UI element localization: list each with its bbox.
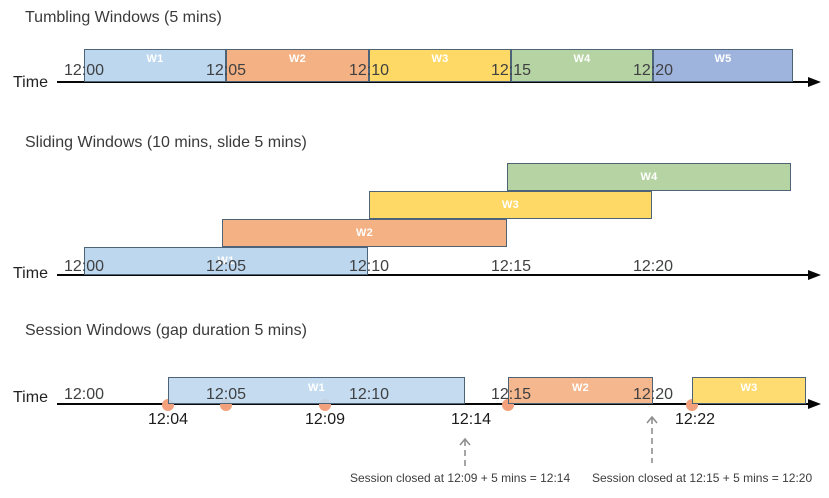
tumbling-tick-12-00: 12:00 — [63, 62, 105, 79]
sliding-window-w1: W1 — [84, 247, 368, 275]
tumbling-window-w1-label: W1 — [146, 53, 164, 65]
session-tick-12-10: 12:10 — [348, 386, 390, 403]
session-closed-annotation-1: Session closed at 12:09 + 5 mins = 12:14 — [350, 471, 571, 485]
sliding-tick-12-10: 12:10 — [348, 258, 390, 275]
tumbling-title: Tumbling Windows (5 mins) — [25, 9, 222, 26]
event-time-label-12-09: 12:09 — [304, 411, 346, 428]
sliding-time-axis-label: Time — [13, 265, 48, 282]
tumbling-window-w5: W5 — [653, 49, 793, 82]
session-tick-12-05: 12:05 — [205, 386, 247, 403]
tumbling-timeline — [57, 81, 810, 83]
session-window-w2-label: W2 — [572, 382, 589, 394]
session-tick-12-20: 12:20 — [632, 386, 674, 403]
sliding-tick-12-00: 12:00 — [63, 258, 105, 275]
tumbling-time-axis-label: Time — [13, 74, 48, 91]
session-timeline — [57, 403, 810, 405]
tumbling-window-w3: W3 — [369, 49, 511, 82]
session-window-w3: W3 — [692, 377, 806, 404]
tumbling-window-w4: W4 — [511, 49, 653, 82]
sliding-window-w3: W3 — [369, 191, 652, 219]
event-time-label-12-04: 12:04 — [147, 411, 189, 428]
sliding-tick-12-20: 12:20 — [632, 258, 674, 275]
session-closed-annotation-2: Session closed at 12:15 + 5 mins = 12:20 — [592, 471, 813, 485]
sliding-tick-12-05: 12:05 — [205, 258, 247, 275]
tumbling-tick-12-15: 12:15 — [490, 62, 532, 79]
session-title: Session Windows (gap duration 5 mins) — [25, 322, 307, 339]
sliding-timeline — [57, 274, 810, 276]
session-closed-arrow-2-icon — [646, 415, 658, 463]
session-window-w2: W2 — [508, 377, 653, 404]
tumbling-window-w5-label: W5 — [714, 53, 732, 65]
tumbling-tick-12-20: 12:20 — [632, 62, 674, 79]
session-timeline-arrowhead-icon — [808, 399, 821, 409]
sliding-window-w4-label: W4 — [640, 171, 658, 183]
tumbling-window-w4-label: W4 — [573, 53, 591, 65]
tumbling-timeline-arrowhead-icon — [808, 77, 821, 87]
session-close-label-12-14: 12:14 — [450, 411, 492, 428]
session-window-w3-label: W3 — [740, 382, 758, 394]
session-window-w1-label: W1 — [308, 382, 325, 394]
sliding-window-w2-label: W2 — [356, 227, 373, 239]
tumbling-tick-12-05: 12:05 — [205, 62, 247, 79]
tumbling-window-w3-label: W3 — [431, 53, 449, 65]
sliding-window-w2: W2 — [222, 219, 507, 247]
tumbling-window-w2-label: W2 — [289, 53, 306, 65]
session-window-w1: W1 — [168, 377, 465, 404]
session-closed-arrow-1-icon — [459, 437, 471, 467]
sliding-tick-12-15: 12:15 — [490, 258, 532, 275]
sliding-window-w3-label: W3 — [502, 199, 519, 211]
session-tick-12-00: 12:00 — [63, 386, 105, 403]
event-time-label-12-22: 12:22 — [674, 411, 716, 428]
tumbling-tick-12-10: 12:10 — [348, 62, 390, 79]
tumbling-window-w1: W1 — [84, 49, 226, 82]
tumbling-window-w2: W2 — [226, 49, 369, 82]
sliding-window-w4: W4 — [507, 163, 791, 191]
session-tick-12-15: 12:15 — [490, 386, 532, 403]
sliding-timeline-arrowhead-icon — [808, 270, 821, 280]
sliding-title: Sliding Windows (10 mins, slide 5 mins) — [25, 134, 307, 151]
sliding-window-w1-label: W1 — [217, 255, 235, 267]
session-time-axis-label: Time — [13, 389, 48, 406]
